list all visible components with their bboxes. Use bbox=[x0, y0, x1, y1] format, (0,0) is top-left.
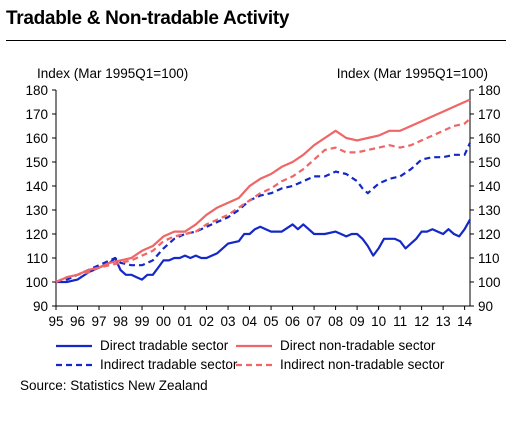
series-layer bbox=[55, 98, 472, 284]
x-tick-label: 96 bbox=[70, 314, 85, 329]
title-rule bbox=[6, 40, 506, 41]
y-tick-label-left: 100 bbox=[25, 275, 48, 290]
x-tick-label: 05 bbox=[264, 314, 279, 329]
x-tick-label: 99 bbox=[135, 314, 150, 329]
x-tick-label: 08 bbox=[328, 314, 343, 329]
x-tick-label: 13 bbox=[436, 314, 451, 329]
x-tick-label: 06 bbox=[285, 314, 300, 329]
y-tick-label-left: 120 bbox=[25, 227, 48, 242]
legend-label-direct-tradable-sector: Direct tradable sector bbox=[100, 338, 229, 353]
legend-label-indirect-tradable-sector: Indirect tradable sector bbox=[100, 357, 238, 372]
y-tick-label-left: 170 bbox=[25, 107, 48, 122]
y-tick-label-right: 100 bbox=[478, 275, 501, 290]
y-tick-label-left: 160 bbox=[25, 131, 48, 146]
chart-title: Tradable & Non-tradable Activity bbox=[6, 8, 290, 29]
x-tick-label: 95 bbox=[48, 314, 63, 329]
y-tick-label-right: 110 bbox=[478, 251, 500, 266]
x-tick-label: 98 bbox=[113, 314, 128, 329]
y-tick-label-right: 130 bbox=[478, 203, 501, 218]
x-tick-label: 03 bbox=[221, 314, 236, 329]
y-axis-label-right: Index (Mar 1995Q1=100) bbox=[337, 66, 488, 81]
y-tick-label-right: 120 bbox=[478, 227, 501, 242]
x-tick-label: 04 bbox=[242, 314, 258, 329]
x-tick-label: 11 bbox=[393, 314, 407, 329]
y-tick-label-left: 90 bbox=[33, 299, 48, 314]
y-tick-label-left: 140 bbox=[25, 179, 48, 194]
series-line-indirect-non-tradable-sector bbox=[55, 117, 471, 284]
y-tick-label-left: 130 bbox=[25, 203, 48, 218]
legend-label-indirect-non-tradable-sector: Indirect non-tradable sector bbox=[280, 357, 445, 372]
y-tick-label-right: 140 bbox=[478, 179, 501, 194]
series-line-direct-tradable-sector bbox=[56, 219, 471, 284]
x-tick-label: 09 bbox=[350, 314, 365, 329]
source-note: Source: Statistics New Zealand bbox=[20, 378, 208, 393]
y-axis-label-left: Index (Mar 1995Q1=100) bbox=[37, 66, 188, 81]
x-tick-label: 02 bbox=[199, 314, 214, 329]
y-tick-label-right: 150 bbox=[478, 155, 501, 170]
x-tick-label: 12 bbox=[414, 314, 429, 329]
x-tick-label: 00 bbox=[156, 314, 171, 329]
y-tick-label-left: 110 bbox=[26, 251, 48, 266]
legend: Direct tradable sector Direct non-tradabl… bbox=[56, 338, 445, 372]
x-tick-label: 07 bbox=[307, 314, 322, 329]
series-line-direct-non-tradable-sector bbox=[55, 98, 471, 284]
x-tick-label: 01 bbox=[178, 314, 193, 329]
legend-label-direct-non-tradable-sector: Direct non-tradable sector bbox=[280, 338, 436, 353]
x-tick-label: 97 bbox=[91, 314, 106, 329]
x-tick-label: 14 bbox=[457, 314, 473, 329]
y-tick-label-right: 180 bbox=[478, 83, 501, 98]
series-line-indirect-tradable-sector bbox=[55, 142, 472, 284]
y-tick-label-left: 180 bbox=[25, 83, 48, 98]
y-tick-label-right: 160 bbox=[478, 131, 501, 146]
y-tick-label-right: 170 bbox=[478, 107, 501, 122]
y-tick-label-right: 90 bbox=[478, 299, 493, 314]
y-tick-label-left: 150 bbox=[25, 155, 48, 170]
x-tick-label: 10 bbox=[371, 314, 386, 329]
